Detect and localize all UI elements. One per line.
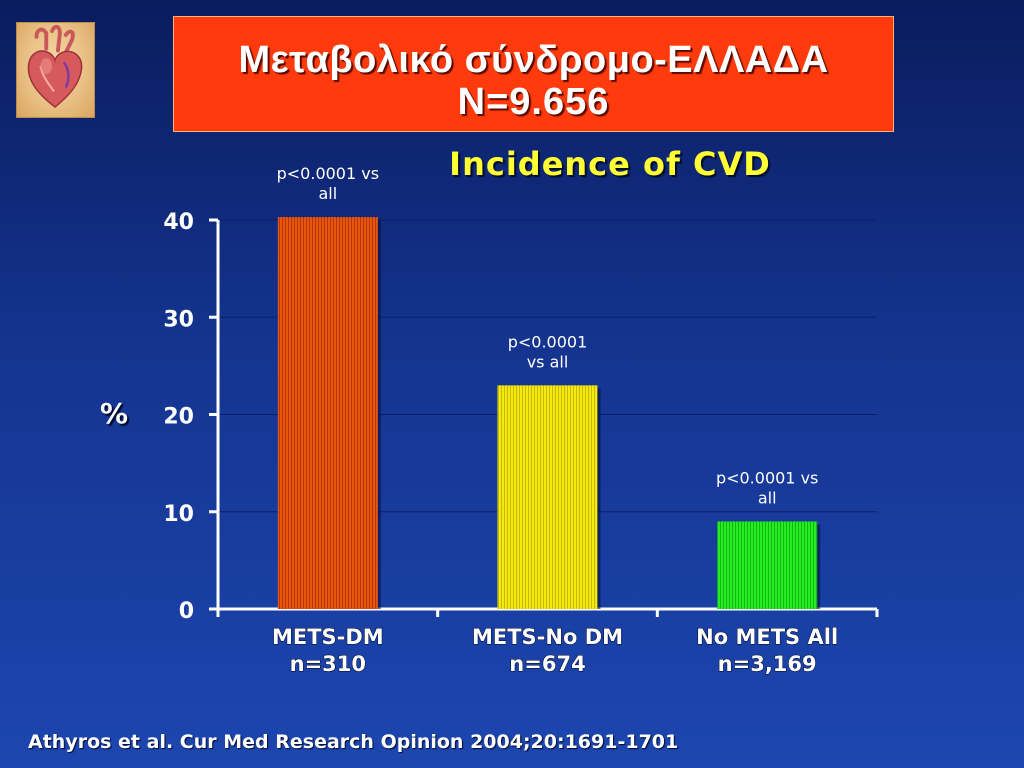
slide-subtitle: N=9.656 [457,81,610,123]
y-tick-label: 40 [163,210,194,235]
y-tick-label: 10 [163,502,194,527]
y-tick-label: 0 [179,599,194,624]
x-category-label: METS-No DM [472,625,623,649]
y-tick-label: 30 [163,307,194,332]
y-tick-label: 20 [163,405,194,430]
x-category-count: n=674 [509,652,585,676]
p-value-annotation: vs all [527,352,569,371]
slide-title: Μεταβολικό σύνδρομο-ΕΛΛΑΔΑ [238,39,829,81]
bar [277,217,378,609]
heart-anatomy-icon [27,24,83,108]
title-box: Μεταβολικό σύνδρομο-ΕΛΛΑΔΑ N=9.656 [173,16,894,132]
chart-title: Incidence of CVD [449,145,771,183]
bar [717,521,818,609]
citation: Athyros et al. Cur Med Research Opinion … [28,731,679,753]
bar [497,385,598,609]
x-category-count: n=3,169 [718,652,817,676]
x-category-count: n=310 [290,652,366,676]
p-value-annotation: all [758,488,777,507]
p-value-annotation: p<0.0001 vs [716,468,818,487]
y-axis-label: % [100,397,129,430]
heart-logo [16,22,95,118]
x-category-label: METS-DM [272,625,384,649]
bars [277,217,821,609]
p-value-annotation: p<0.0001 [508,332,588,351]
p-value-annotation: all [318,184,337,203]
p-value-annotation: p<0.0001 vs [277,164,379,183]
x-category-label: No METS All [696,625,838,649]
